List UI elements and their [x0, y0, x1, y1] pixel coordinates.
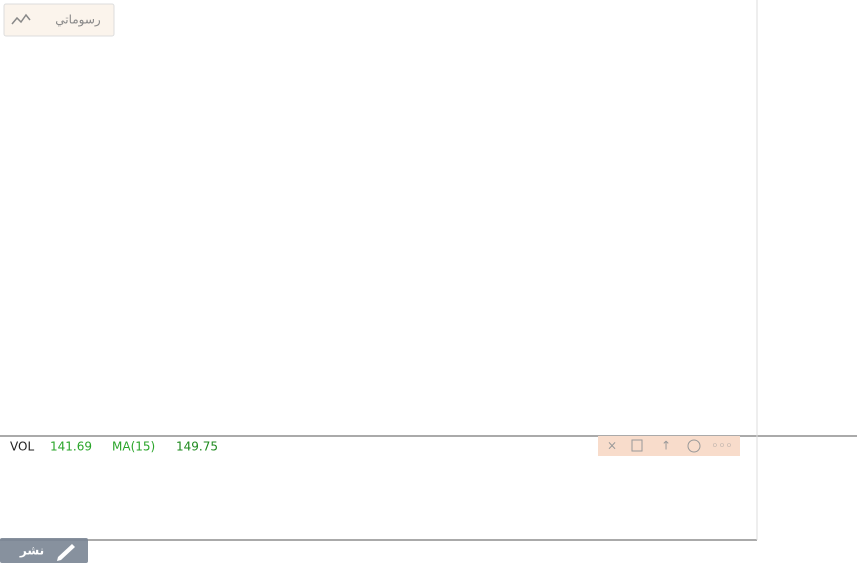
volume-legend-name: VOL — [10, 440, 34, 454]
ma-legend-name: MA(15) — [112, 440, 155, 454]
my-drawings-button[interactable]: رسوماتي — [3, 3, 115, 37]
button-label: رسوماتي — [55, 13, 101, 28]
button-label: نشر — [19, 544, 44, 558]
move-up-icon[interactable]: ↑ — [661, 439, 671, 453]
volume-legend-value: 141.69 — [50, 440, 92, 454]
drawing-icon — [11, 13, 31, 25]
publish-button[interactable]: نشر — [0, 538, 88, 563]
button-bg[interactable] — [3, 3, 115, 37]
more-icon[interactable]: ◦◦◦ — [711, 439, 732, 453]
volume-toolbar: × ↑ ◦◦◦ — [598, 436, 740, 456]
ma-legend-value: 149.75 — [176, 440, 218, 454]
close-icon[interactable]: × — [607, 439, 617, 453]
settings-icon[interactable] — [687, 439, 701, 453]
button-bg[interactable] — [0, 538, 88, 563]
pencil-icon — [57, 544, 75, 561]
maximize-icon[interactable] — [631, 439, 643, 452]
